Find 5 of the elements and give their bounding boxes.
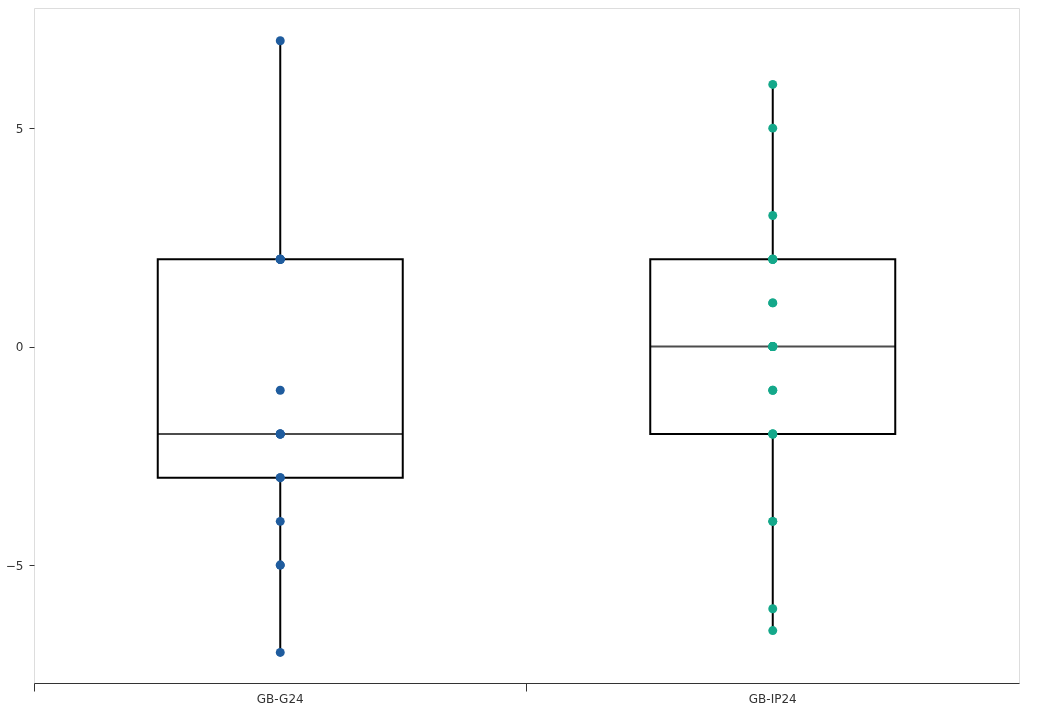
y-tick-label: −5 xyxy=(5,558,24,573)
x-tick-label: GB-IP24 xyxy=(748,691,797,706)
y-tick-label: 5 xyxy=(15,121,24,136)
y-tick-label: 0 xyxy=(15,340,24,355)
x-tick-label: GB-G24 xyxy=(256,691,304,706)
